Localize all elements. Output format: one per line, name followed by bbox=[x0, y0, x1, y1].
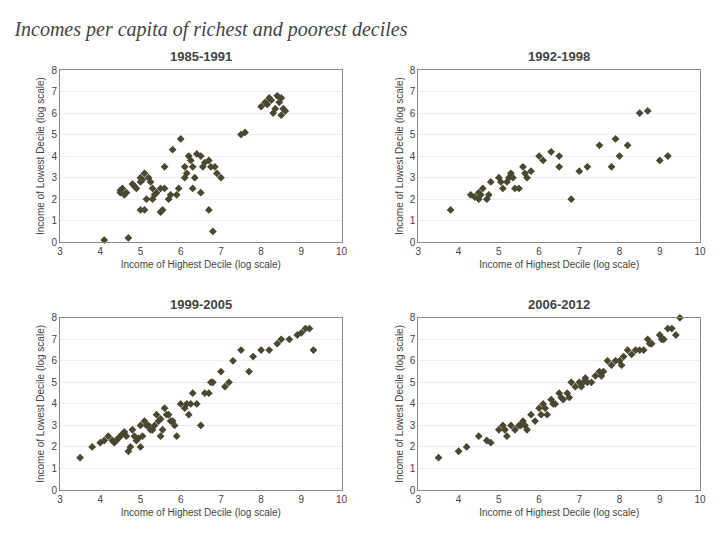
svg-text:5: 5 bbox=[410, 129, 416, 140]
svg-text:Income of Lowest Decile (log s: Income of Lowest Decile (log scale) bbox=[394, 77, 405, 235]
svg-text:7: 7 bbox=[51, 334, 57, 345]
svg-text:3: 3 bbox=[57, 246, 63, 257]
svg-text:8: 8 bbox=[617, 494, 623, 505]
svg-text:6: 6 bbox=[51, 355, 57, 366]
svg-text:6: 6 bbox=[51, 108, 57, 119]
svg-text:6: 6 bbox=[410, 355, 416, 366]
svg-text:10: 10 bbox=[336, 494, 348, 505]
svg-text:4: 4 bbox=[410, 151, 416, 162]
svg-text:5: 5 bbox=[410, 377, 416, 388]
svg-text:Income of Highest Decile (log: Income of Highest Decile (log scale) bbox=[479, 507, 639, 518]
svg-text:Income of Highest Decile (log: Income of Highest Decile (log scale) bbox=[121, 259, 281, 270]
svg-text:4: 4 bbox=[456, 494, 462, 505]
svg-text:5: 5 bbox=[51, 129, 57, 140]
svg-text:0: 0 bbox=[51, 237, 57, 248]
svg-text:2: 2 bbox=[410, 441, 416, 452]
svg-text:8: 8 bbox=[51, 65, 57, 76]
svg-text:8: 8 bbox=[617, 246, 623, 257]
svg-text:Income of Highest Decile (log: Income of Highest Decile (log scale) bbox=[121, 507, 281, 518]
svg-text:6: 6 bbox=[178, 246, 184, 257]
svg-text:4: 4 bbox=[97, 494, 103, 505]
svg-text:3: 3 bbox=[416, 246, 422, 257]
svg-text:10: 10 bbox=[694, 246, 706, 257]
svg-text:5: 5 bbox=[51, 377, 57, 388]
svg-text:7: 7 bbox=[410, 334, 416, 345]
svg-text:9: 9 bbox=[299, 246, 305, 257]
svg-text:8: 8 bbox=[258, 494, 264, 505]
svg-text:4: 4 bbox=[456, 246, 462, 257]
svg-text:5: 5 bbox=[496, 494, 502, 505]
svg-text:7: 7 bbox=[218, 494, 224, 505]
svg-text:0: 0 bbox=[410, 237, 416, 248]
svg-text:4: 4 bbox=[410, 398, 416, 409]
svg-text:7: 7 bbox=[577, 494, 583, 505]
svg-text:6: 6 bbox=[178, 494, 184, 505]
svg-text:0: 0 bbox=[51, 485, 57, 496]
svg-text:9: 9 bbox=[299, 494, 305, 505]
svg-text:1985-1991: 1985-1991 bbox=[170, 49, 232, 64]
svg-text:10: 10 bbox=[336, 246, 348, 257]
svg-text:2: 2 bbox=[51, 441, 57, 452]
svg-text:4: 4 bbox=[51, 398, 57, 409]
svg-text:1999-2005: 1999-2005 bbox=[170, 297, 232, 312]
svg-text:10: 10 bbox=[694, 494, 706, 505]
svg-text:8: 8 bbox=[51, 312, 57, 323]
svg-text:9: 9 bbox=[657, 494, 663, 505]
svg-text:4: 4 bbox=[97, 246, 103, 257]
svg-text:3: 3 bbox=[57, 494, 63, 505]
svg-text:1: 1 bbox=[51, 215, 57, 226]
svg-text:8: 8 bbox=[410, 65, 416, 76]
svg-text:4: 4 bbox=[51, 151, 57, 162]
svg-text:1: 1 bbox=[51, 463, 57, 474]
svg-text:6: 6 bbox=[536, 494, 542, 505]
svg-text:1: 1 bbox=[410, 463, 416, 474]
svg-text:Incomes per capita of richest: Incomes per capita of richest and poores… bbox=[13, 18, 407, 41]
svg-text:3: 3 bbox=[51, 172, 57, 183]
svg-text:3: 3 bbox=[410, 420, 416, 431]
svg-text:5: 5 bbox=[138, 246, 144, 257]
svg-text:6: 6 bbox=[536, 246, 542, 257]
svg-text:3: 3 bbox=[51, 420, 57, 431]
svg-text:1992-1998: 1992-1998 bbox=[528, 49, 590, 64]
svg-text:5: 5 bbox=[138, 494, 144, 505]
svg-text:1: 1 bbox=[410, 215, 416, 226]
svg-text:2: 2 bbox=[410, 194, 416, 205]
svg-text:7: 7 bbox=[218, 246, 224, 257]
svg-text:Income of Lowest Decile (log s: Income of Lowest Decile (log scale) bbox=[35, 77, 46, 235]
svg-text:2: 2 bbox=[51, 194, 57, 205]
svg-text:7: 7 bbox=[410, 86, 416, 97]
svg-text:3: 3 bbox=[410, 172, 416, 183]
svg-text:3: 3 bbox=[416, 494, 422, 505]
svg-text:0: 0 bbox=[410, 485, 416, 496]
svg-text:7: 7 bbox=[577, 246, 583, 257]
svg-text:5: 5 bbox=[496, 246, 502, 257]
svg-text:8: 8 bbox=[410, 312, 416, 323]
svg-text:Income of Lowest Decile (log s: Income of Lowest Decile (log scale) bbox=[394, 325, 405, 483]
svg-text:Income of Highest Decile (log: Income of Highest Decile (log scale) bbox=[479, 259, 639, 270]
svg-text:6: 6 bbox=[410, 108, 416, 119]
svg-text:8: 8 bbox=[258, 246, 264, 257]
svg-text:7: 7 bbox=[51, 86, 57, 97]
svg-text:2006-2012: 2006-2012 bbox=[528, 297, 590, 312]
svg-text:9: 9 bbox=[657, 246, 663, 257]
svg-text:Income of Lowest Decile (log s: Income of Lowest Decile (log scale) bbox=[35, 325, 46, 483]
